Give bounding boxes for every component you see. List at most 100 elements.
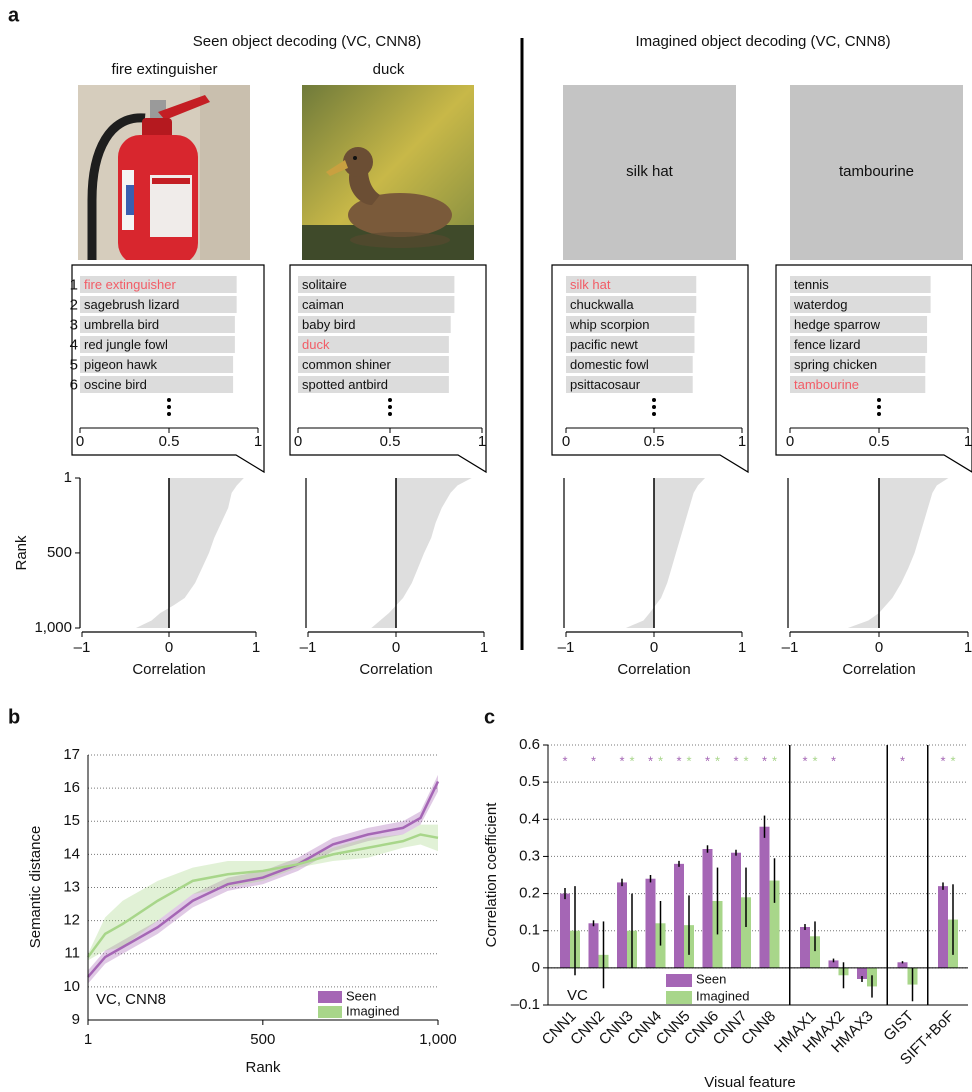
x-tick-label: –1 xyxy=(558,639,575,656)
candidate-label: spring chicken xyxy=(794,357,877,372)
score-bar xyxy=(80,356,234,373)
y-tick-label: 1,000 xyxy=(34,619,72,636)
y-tick-label: 13 xyxy=(63,878,80,895)
x-tick-label: GIST xyxy=(880,1008,917,1045)
bar xyxy=(674,863,684,968)
y-tick-label: 9 xyxy=(72,1011,80,1028)
candidate-label: tambourine xyxy=(794,377,859,392)
significance-marker: * xyxy=(802,753,807,768)
correlation-distribution xyxy=(847,478,949,628)
imagined-cue xyxy=(563,85,736,260)
section-title: Imagined object decoding (VC, CNN8) xyxy=(635,33,890,50)
score-bar xyxy=(298,276,455,293)
x-tick-label: 500 xyxy=(250,1031,275,1048)
x-tick-label: 0.5 xyxy=(869,433,890,450)
candidate-label: whip scorpion xyxy=(569,317,650,332)
score-bar xyxy=(566,296,697,313)
rank-number: 2 xyxy=(70,296,78,313)
photo-duck xyxy=(302,85,474,260)
bar xyxy=(741,897,751,968)
significance-marker: * xyxy=(772,753,777,768)
x-tick-label: 1 xyxy=(252,639,260,656)
bar xyxy=(702,849,713,968)
candidate-label: silk hat xyxy=(570,277,611,292)
significance-marker: * xyxy=(831,753,836,768)
confidence-band xyxy=(88,774,438,984)
y-axis-label: Correlation coefficient xyxy=(483,802,500,948)
rank-number: 3 xyxy=(70,316,78,333)
series-line xyxy=(87,780,440,978)
significance-marker: * xyxy=(940,753,945,768)
ellipsis-dot xyxy=(388,405,392,409)
bar xyxy=(857,967,867,979)
y-tick-label: 16 xyxy=(63,779,80,796)
imagined-cue xyxy=(790,85,963,260)
y-tick-label: 0.3 xyxy=(519,847,540,864)
score-bar xyxy=(790,316,928,333)
section-title: Seen object decoding (VC, CNN8) xyxy=(193,33,421,50)
x-axis-label: Correlation xyxy=(359,661,432,678)
y-axis-label: Semantic distance xyxy=(27,826,44,949)
candidate-label: common shiner xyxy=(302,357,392,372)
y-tick-label: 1 xyxy=(64,469,72,486)
significance-marker: * xyxy=(562,753,567,768)
y-tick-label: –0.1 xyxy=(511,996,540,1013)
candidate-label: chuckwalla xyxy=(570,297,634,312)
bar xyxy=(731,852,741,968)
bar xyxy=(759,826,770,968)
candidate-label: red jungle fowl xyxy=(84,337,168,352)
score-bar xyxy=(80,376,234,393)
series-line xyxy=(86,833,439,958)
legend-label: Seen xyxy=(346,988,376,1003)
score-bar xyxy=(790,376,926,393)
significance-marker: * xyxy=(743,753,748,768)
rank-number: 4 xyxy=(70,336,78,353)
score-bar xyxy=(298,316,451,333)
candidate-label: solitaire xyxy=(302,277,347,292)
x-tick-label: 0.5 xyxy=(644,433,665,450)
candidate-label: waterdog xyxy=(793,297,847,312)
significance-marker: * xyxy=(686,753,691,768)
score-bar xyxy=(298,336,449,353)
panel-label: b xyxy=(8,706,20,728)
ellipsis-dot xyxy=(388,412,392,416)
correlation-distribution xyxy=(625,478,706,628)
candidate-label: spotted antbird xyxy=(302,377,388,392)
significance-marker: * xyxy=(676,753,681,768)
rank-number: 1 xyxy=(70,276,78,293)
candidate-label: oscine bird xyxy=(84,377,147,392)
significance-marker: * xyxy=(705,753,710,768)
score-bar xyxy=(566,356,693,373)
score-bar xyxy=(790,296,931,313)
candidate-label: sagebrush lizard xyxy=(84,297,179,312)
panel-label: c xyxy=(484,706,495,728)
candidate-label: pacific newt xyxy=(570,337,638,352)
significance-marker: * xyxy=(658,753,663,768)
score-bar xyxy=(298,356,449,373)
y-tick-label: 15 xyxy=(63,812,80,829)
rank-number: 6 xyxy=(70,376,78,393)
candidate-label: fire extinguisher xyxy=(84,277,176,292)
stimulus-name: fire extinguisher xyxy=(112,61,218,78)
x-axis-label: Rank xyxy=(245,1059,281,1076)
candidate-label: tennis xyxy=(794,277,829,292)
ellipsis-dot xyxy=(877,398,881,402)
ellipsis-dot xyxy=(388,398,392,402)
significance-marker: * xyxy=(629,753,634,768)
photo-fire-extinguisher xyxy=(78,85,250,260)
x-tick-label: 0.5 xyxy=(380,433,401,450)
x-tick-label: 1 xyxy=(964,639,972,656)
x-tick-label: 1 xyxy=(964,433,972,450)
confidence-band xyxy=(88,824,438,961)
x-tick-label: –1 xyxy=(782,639,799,656)
y-tick-label: 0.5 xyxy=(519,773,540,790)
score-bar xyxy=(80,276,237,293)
y-tick-label: 12 xyxy=(63,912,80,929)
score-bar xyxy=(80,316,235,333)
bar xyxy=(938,886,948,968)
bar xyxy=(588,923,599,968)
y-tick-label: 11 xyxy=(64,945,80,962)
bar xyxy=(769,880,780,968)
score-bar xyxy=(566,336,695,353)
score-bar xyxy=(790,276,931,293)
